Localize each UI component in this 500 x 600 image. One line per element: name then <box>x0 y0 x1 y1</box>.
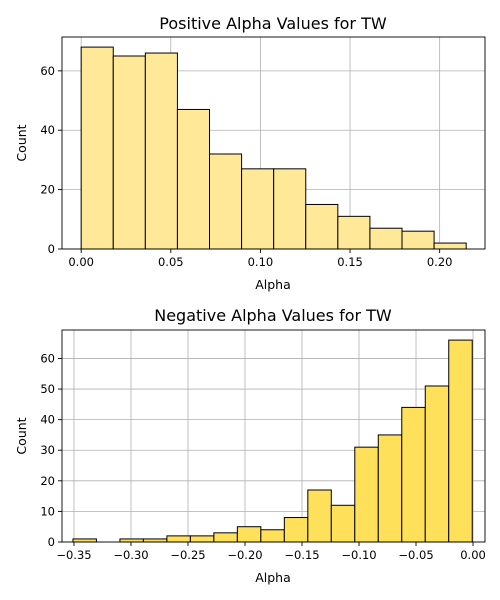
positive-alpha-chart: Positive Alpha Values for TW 0.00 0.05 0.1… <box>14 14 486 292</box>
x-tick-label: −0.10 <box>341 548 376 562</box>
histogram-bar <box>424 385 450 543</box>
histogram-bar <box>369 227 403 250</box>
y-tick-label: 0 <box>48 535 55 549</box>
chart-title: Negative Alpha Values for TW <box>154 306 392 325</box>
histogram-bar <box>283 517 309 543</box>
histogram-bar <box>337 215 371 250</box>
histogram-bar <box>176 108 211 250</box>
x-axis-label: Alpha <box>255 570 291 585</box>
y-tick-label: 30 <box>40 443 55 457</box>
y-tick-label: 40 <box>40 123 55 137</box>
chart-title: Positive Alpha Values for TW <box>159 14 387 33</box>
x-tick-label: −0.35 <box>56 548 91 562</box>
y-tick-label: 60 <box>40 64 55 78</box>
negative-alpha-chart: Negative Alpha Values for TW −0.35 −0.30 −… <box>14 306 486 585</box>
histogram-bar <box>166 535 191 543</box>
x-tick-label: 0.15 <box>337 255 363 269</box>
histogram-bar <box>307 489 332 543</box>
histogram-bar <box>448 339 473 543</box>
histogram-bar <box>119 538 144 543</box>
x-tick-label: −0.25 <box>170 548 205 562</box>
x-tick-label: 0.00 <box>460 548 486 562</box>
histogram-bar <box>305 203 339 250</box>
histogram-bar <box>330 504 356 543</box>
y-tick-label: 60 <box>40 351 55 365</box>
x-tick-label: 0.00 <box>68 255 94 269</box>
x-tick-label: 0.20 <box>427 255 453 269</box>
histogram-bar <box>209 153 243 250</box>
plot-frame <box>61 36 486 250</box>
x-tick-label: −0.30 <box>113 548 148 562</box>
histogram-bar <box>213 532 238 543</box>
histogram-bar <box>401 230 435 250</box>
x-tick-label: −0.15 <box>284 548 319 562</box>
y-tick-label: 20 <box>40 474 55 488</box>
histogram-bar <box>433 242 467 250</box>
histogram-bar <box>72 538 97 543</box>
y-tick-label: 0 <box>48 242 55 256</box>
x-tick-label: 0.10 <box>248 255 274 269</box>
histogram-bar <box>142 538 168 543</box>
plot-frame <box>61 329 486 543</box>
x-axis-label: Alpha <box>255 277 291 292</box>
y-tick-label: 10 <box>40 504 55 518</box>
x-tick-label: −0.20 <box>227 548 262 562</box>
histogram-bar <box>260 529 285 543</box>
x-tick-label: 0.05 <box>158 255 184 269</box>
histogram-bar <box>401 406 426 543</box>
histogram-bar <box>189 535 215 543</box>
histogram-bar <box>236 526 262 543</box>
histogram-bar <box>377 434 403 543</box>
histogram-bar <box>80 46 114 250</box>
histogram-bar <box>273 168 307 250</box>
histogram-bar <box>144 52 178 250</box>
histogram-bar <box>354 446 379 543</box>
x-tick-label: −0.05 <box>398 548 433 562</box>
y-tick-label: 50 <box>40 382 55 396</box>
y-axis-label: Count <box>14 124 29 161</box>
histogram-bar <box>241 168 275 250</box>
y-axis-label: Count <box>14 417 29 454</box>
histogram-bar <box>112 55 146 250</box>
y-tick-label: 20 <box>40 183 55 197</box>
y-tick-label: 40 <box>40 413 55 427</box>
